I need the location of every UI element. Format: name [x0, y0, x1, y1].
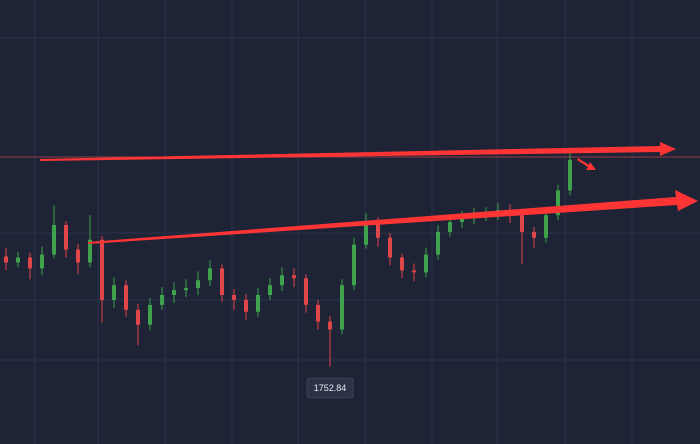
candle-body — [172, 290, 176, 296]
price-label-box — [306, 377, 354, 399]
candle-body — [448, 222, 452, 232]
candle-body — [136, 309, 140, 325]
candle-body — [52, 224, 56, 255]
candle-body — [328, 321, 332, 330]
candle-body — [124, 285, 128, 310]
candle-body — [208, 268, 212, 281]
candle-body — [40, 254, 44, 269]
candle-body — [292, 275, 296, 279]
candle-body — [412, 270, 416, 273]
candle-body — [160, 295, 164, 305]
candle-body — [424, 254, 428, 273]
candle-body — [196, 280, 200, 289]
candle-body — [376, 222, 380, 238]
candle-body — [460, 218, 464, 222]
candle-body — [76, 249, 80, 263]
candle-body — [28, 257, 32, 269]
trend-arrow — [88, 190, 698, 244]
candle-body — [16, 257, 20, 263]
small-arrow — [577, 158, 596, 170]
candle-body — [436, 231, 440, 255]
candle-body — [520, 215, 524, 232]
candle-body — [184, 288, 188, 291]
candle-body — [280, 275, 284, 286]
candle-body — [316, 304, 320, 322]
candle-body — [148, 304, 152, 325]
candle-body — [388, 237, 392, 258]
candle-body — [400, 257, 404, 271]
candle-body — [556, 190, 560, 216]
candle-body — [568, 159, 572, 191]
candle-body — [364, 222, 368, 245]
candle-body — [304, 278, 308, 305]
candle-body — [64, 224, 68, 250]
candle-body — [256, 295, 260, 312]
candle-body — [352, 244, 356, 286]
candle-body — [532, 231, 536, 238]
candle-body — [100, 239, 104, 300]
candle-body — [244, 299, 248, 312]
candle-body — [544, 215, 548, 238]
trend-arrow — [40, 142, 676, 161]
candle-body — [340, 285, 344, 330]
candle-body — [232, 295, 236, 300]
candle-body — [88, 239, 92, 263]
candle-body — [220, 268, 224, 296]
low-price-label: 1752.84 — [314, 383, 347, 393]
candle-body — [268, 285, 272, 296]
candle-body — [112, 285, 116, 300]
candle-body — [4, 256, 8, 263]
